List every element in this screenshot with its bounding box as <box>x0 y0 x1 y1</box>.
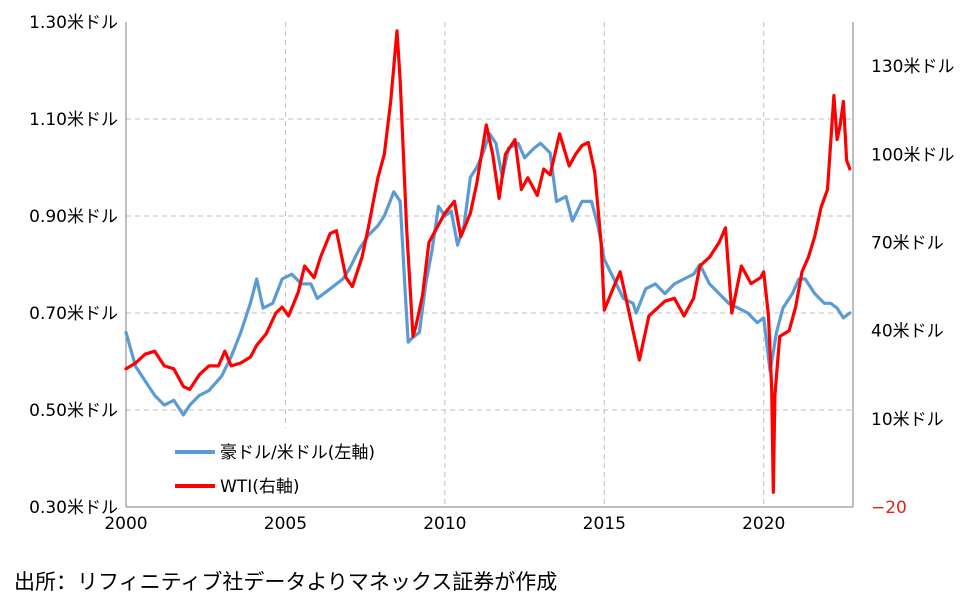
left-axis-ticks: 0.30米ドル 0.50米ドル 0.70米ドル 0.90米ドル 1.10米ドル 1.30米… <box>29 13 118 518</box>
right-tick-label: 130米ドル <box>871 57 954 77</box>
right-tick-label: 10米ドル <box>871 410 944 430</box>
series-line-wti <box>124 29 852 494</box>
plot-frame <box>125 22 854 508</box>
line-chart: 2000 2005 2010 2015 2020 0.30米ドル 0.50米ドル 0.70米… <box>29 13 954 534</box>
x-tick-label: 2020 <box>742 514 785 534</box>
legend-label-aud: 豪ドル/米ドル(左軸) <box>220 442 375 463</box>
legend: 豪ドル/米ドル(左軸) WTI(右軸) <box>148 428 380 506</box>
right-tick-label: 40米ドル <box>871 322 944 342</box>
left-tick-label: 1.30米ドル <box>29 13 118 33</box>
x-tick-label: 2005 <box>264 514 307 534</box>
right-tick-label: −20 <box>871 498 907 518</box>
left-tick-label: 1.10米ドル <box>29 110 118 130</box>
left-tick-label: 0.50米ドル <box>29 401 118 421</box>
source-note: 出所：リフィニティブ社データよりマネックス証券が作成 <box>14 570 558 594</box>
right-tick-label: 100米ドル <box>871 145 954 165</box>
x-tick-label: 2015 <box>583 514 626 534</box>
x-tick-label: 2010 <box>423 514 466 534</box>
series-lines <box>124 29 852 494</box>
legend-background <box>148 428 380 506</box>
left-tick-label: 0.90米ドル <box>29 207 118 227</box>
left-tick-label: 0.70米ドル <box>29 304 118 324</box>
right-tick-label: 70米ドル <box>871 233 944 253</box>
x-tick-label: 2000 <box>104 514 147 534</box>
right-axis-ticks: −20 10米ドル 40米ドル 70米ドル 100米ドル 130米ドル <box>871 57 954 518</box>
left-tick-label: 0.30米ドル <box>29 498 118 518</box>
legend-label-wti: WTI(右軸) <box>220 477 299 497</box>
x-axis-ticks: 2000 2005 2010 2015 2020 <box>104 514 785 534</box>
